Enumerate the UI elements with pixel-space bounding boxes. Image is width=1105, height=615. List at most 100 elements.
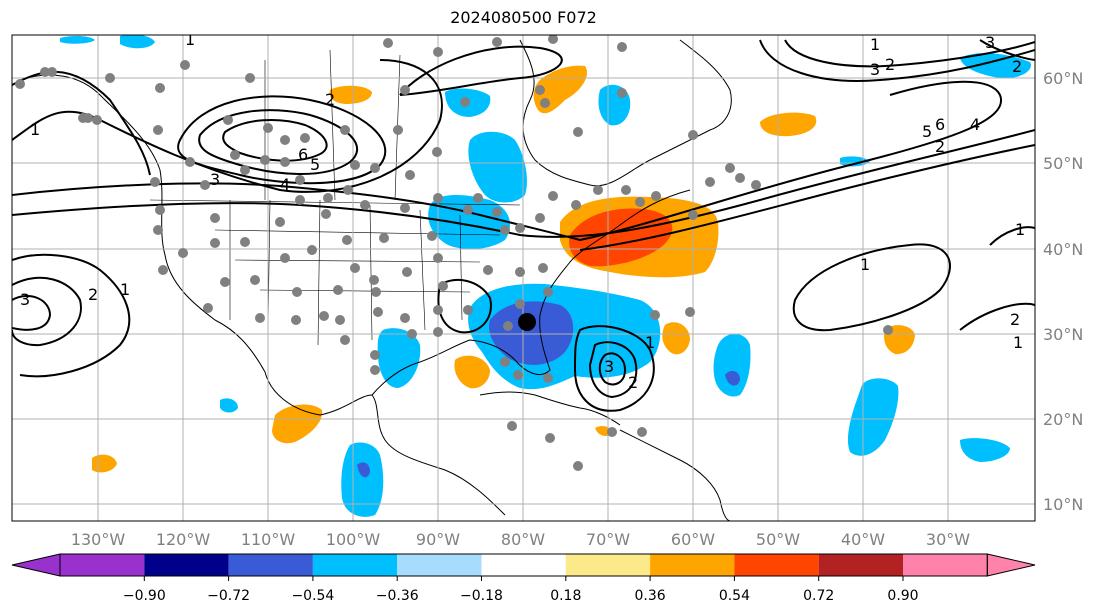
contour-line (12, 276, 82, 347)
contour-line (579, 144, 1035, 251)
contour-lines (12, 39, 1035, 412)
contour-label: 2 (1010, 310, 1020, 329)
contour-label: 5 (310, 155, 320, 174)
latitude-labels: 60°N 50°N 40°N 30°N 20°N 10°N (1043, 69, 1083, 514)
cold-anomaly-region (713, 333, 751, 397)
contour-line (198, 109, 358, 175)
lon-label: 90°W (416, 530, 460, 549)
colorbar-label: 0.90 (887, 588, 918, 604)
lon-label: 110°W (241, 530, 296, 549)
contour-line (12, 80, 1003, 242)
colorbar-segment (144, 554, 229, 576)
cold-anomaly-region (847, 378, 899, 456)
contour-line (12, 253, 131, 378)
colorbar-label: −0.36 (376, 588, 419, 604)
colorbar-extend-high (986, 553, 1036, 577)
contour-label: 2 (628, 373, 638, 392)
cold-anomaly-region (120, 35, 155, 49)
contour-label: 6 (298, 145, 308, 164)
cold-anomaly-region (60, 35, 95, 44)
contour-label: 2 (1012, 57, 1022, 76)
contour-line (399, 45, 563, 96)
lon-label: 120°W (156, 530, 211, 549)
lon-label: 50°W (756, 530, 800, 549)
lat-label: 60°N (1043, 69, 1083, 88)
lon-label: 80°W (501, 530, 545, 549)
lon-label: 30°W (926, 530, 970, 549)
lat-label: 40°N (1043, 240, 1083, 259)
cold-anomaly-region (468, 131, 527, 203)
political-borders (149, 49, 521, 346)
contour-line (959, 302, 1035, 331)
cold-anomaly-region (960, 53, 1031, 79)
colorbar-segment (565, 554, 651, 576)
colorbar-label: 0.36 (635, 588, 666, 604)
colorbar-label: −0.54 (291, 588, 334, 604)
colorbar-segment (481, 554, 566, 576)
strong-cold-anomaly-region (725, 370, 740, 386)
contour-line (12, 295, 52, 331)
contour-label: 3 (870, 60, 880, 79)
colorbar-segment (312, 554, 398, 576)
contour-label: 3 (20, 290, 30, 309)
colorbar-segment (650, 554, 735, 576)
contour-line (222, 118, 328, 162)
contour-line (792, 243, 951, 332)
contour-label: 2 (885, 55, 895, 74)
colorbar: −0.90 −0.72 −0.54 −0.36 −0.18 0.18 0.36 … (11, 553, 1036, 604)
colorbar-segment (397, 554, 482, 576)
map-frame (11, 34, 1036, 522)
contour-label: 1 (185, 30, 195, 49)
contour-line (989, 226, 1035, 246)
anomaly-shading (60, 35, 1031, 517)
contour-label: 4 (970, 115, 980, 134)
warm-anomaly-region (454, 355, 490, 389)
lon-label: 40°W (841, 530, 885, 549)
contour-label: 2 (88, 285, 98, 304)
contour-label: 1 (645, 333, 655, 352)
contour-label: 1 (870, 35, 880, 54)
lon-label: 70°W (586, 530, 630, 549)
colorbar-segment (734, 554, 819, 576)
contour-line (12, 129, 1035, 238)
contour-label: 3 (985, 33, 995, 52)
contour-line (598, 352, 627, 386)
colorbar-segment (228, 554, 313, 576)
contour-line (979, 39, 1035, 61)
colorbar-label: 0.18 (550, 588, 581, 604)
contour-label: 3 (604, 357, 614, 376)
lat-label: 20°N (1043, 410, 1083, 429)
contour-line (588, 341, 638, 399)
strong-cold-anomaly-region (357, 462, 370, 478)
contour-label: 1 (1013, 333, 1023, 352)
strong-cold-anomaly-region (489, 301, 574, 365)
station-markers (15, 35, 893, 471)
cold-anomaly-region (220, 398, 238, 413)
map-title: 2024080500 F072 (450, 8, 597, 27)
lat-label: 10°N (1043, 495, 1083, 514)
colorbar-label: 0.72 (803, 588, 834, 604)
contour-label: 1 (860, 255, 870, 274)
colorbar-label: −0.90 (123, 588, 166, 604)
lon-label: 60°W (671, 530, 715, 549)
contour-line (12, 70, 151, 176)
colorbar-segment (60, 554, 145, 576)
lat-label: 30°N (1043, 325, 1083, 344)
contour-labels: 1 2 3 4 5 6 1 2 3 1 2 3 6 5 4 2 1 1 1 2 … (20, 30, 1025, 392)
contour-label: 3 (210, 170, 220, 189)
colorbar-label: −0.72 (207, 588, 250, 604)
contour-label: 4 (280, 175, 290, 194)
lon-label: 130°W (71, 530, 126, 549)
contour-line (177, 95, 387, 185)
contour-line (12, 59, 443, 193)
colorbar-segment (818, 554, 903, 576)
cold-anomaly-region (960, 438, 1010, 462)
contour-label: 5 (922, 122, 932, 141)
warm-anomaly-region (662, 322, 690, 355)
contour-line (573, 325, 655, 412)
contour-label: 2 (325, 90, 335, 109)
colorbar-segment (903, 554, 988, 576)
colorbar-label: −0.18 (460, 588, 503, 604)
cold-anomaly-region (341, 442, 384, 517)
